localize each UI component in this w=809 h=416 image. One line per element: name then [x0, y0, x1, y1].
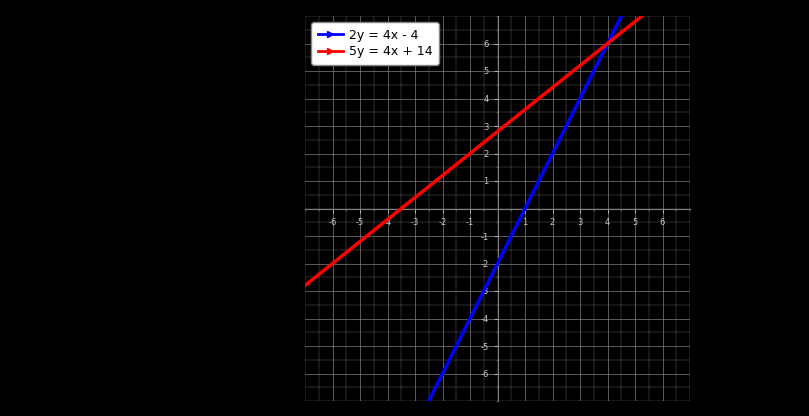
Legend: 2y = 4x - 4, 5y = 4x + 14: 2y = 4x - 4, 5y = 4x + 14 [311, 22, 438, 64]
